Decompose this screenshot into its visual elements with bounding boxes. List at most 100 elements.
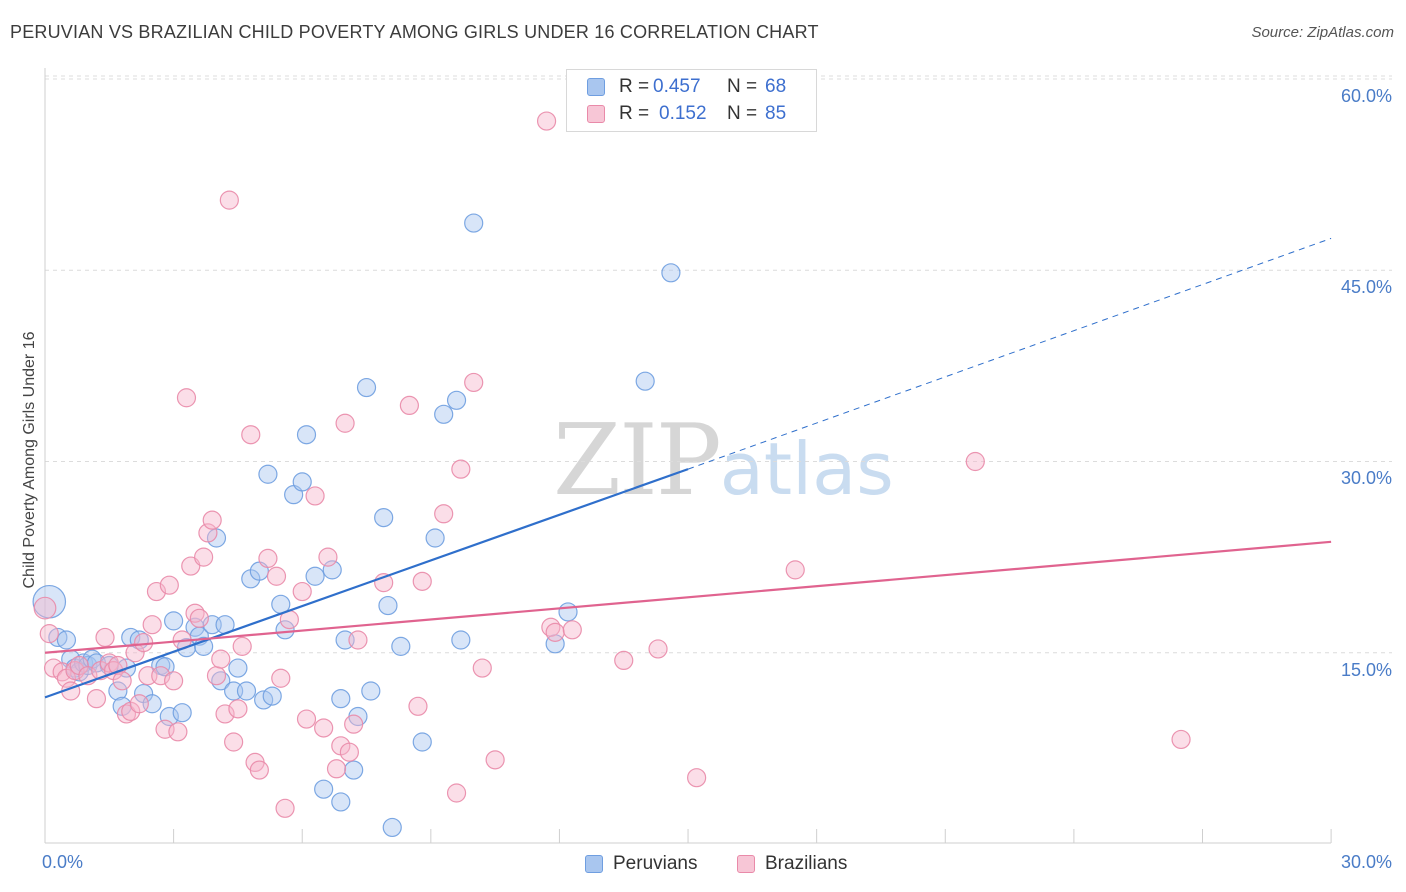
brazilians-points — [33, 111, 1191, 818]
legend-n-label: N = — [727, 103, 758, 124]
y-tick-45: 45.0% — [1340, 277, 1392, 297]
brazilians-point — [614, 650, 634, 671]
brazilians-point — [176, 388, 197, 408]
brazilians-point — [224, 732, 244, 752]
brazilians-point — [648, 639, 668, 659]
peruvians-point — [258, 464, 278, 484]
brazilians-point — [408, 696, 428, 716]
brazilians-point — [472, 658, 492, 678]
brazilians-point — [687, 768, 707, 788]
brazilians-point — [168, 722, 188, 742]
x-tick-30: 30.0% — [1340, 852, 1392, 872]
brazilians-point — [202, 510, 222, 530]
peruvians-points — [32, 213, 681, 838]
brazilians-point — [339, 742, 359, 762]
brazilians-point — [545, 622, 565, 642]
peruvians-point — [322, 560, 342, 580]
brazilians-point — [159, 575, 179, 595]
legend-r-label: R = — [619, 76, 650, 97]
peruvians-point — [361, 681, 381, 701]
peruvians-point — [356, 377, 377, 398]
x-tick-0: 0.0% — [42, 852, 84, 872]
brazilians-point — [296, 709, 317, 729]
peruvians-point — [344, 760, 364, 780]
peruvians-point — [451, 630, 471, 650]
brazilians-swatch — [587, 105, 605, 123]
peruvians-point — [228, 658, 248, 678]
peruvians-point — [56, 630, 77, 650]
brazilians-point — [164, 671, 184, 691]
legend-item-peruvians: Peruvians — [585, 852, 698, 876]
peruvians-point — [172, 703, 192, 723]
peruvians-point — [558, 602, 578, 622]
y-tick-30: 30.0% — [1340, 468, 1392, 488]
peruvians-point — [378, 595, 398, 616]
legend-row-peruvians: R = 0.457 N = 68 — [587, 75, 786, 99]
brazilians-point — [1171, 729, 1191, 750]
brazilians-point — [464, 372, 484, 393]
legend-n-value: 85 — [765, 103, 787, 124]
brazilians-point — [189, 608, 209, 628]
brazilians-point — [249, 760, 269, 780]
peruvians-point — [108, 681, 128, 701]
brazilians-legend-swatch — [737, 855, 755, 873]
peruvians-point — [164, 611, 184, 631]
brazilians-point — [232, 636, 252, 656]
peruvians-point — [159, 706, 179, 727]
brazilians-point — [344, 714, 364, 734]
brazilians-point — [206, 666, 227, 686]
brazilians-point — [129, 694, 149, 714]
peruvians-trend-line — [44, 468, 689, 699]
brazilians-point — [434, 504, 454, 524]
legend-stats: R = 0.457 N = 68 R = 0.152 N = 85 — [566, 69, 817, 132]
peruvians-legend-swatch — [585, 855, 603, 873]
peruvians-point — [331, 689, 351, 709]
peruvians-point — [661, 263, 681, 283]
brazilians-point — [258, 548, 278, 569]
brazilians-point — [275, 798, 295, 818]
brazilians-point — [318, 547, 338, 567]
peruvians-point — [464, 213, 484, 233]
peruvians-point — [305, 566, 325, 586]
gridlines — [45, 75, 1392, 654]
brazilians-point — [485, 750, 505, 770]
brazilians-point — [241, 425, 261, 445]
legend-n-value: 68 — [765, 76, 787, 97]
peruvians-trend-extension — [687, 237, 1332, 470]
brazilians-point — [271, 668, 291, 688]
peruvians-point — [446, 390, 467, 410]
brazilians-legend-label: Brazilians — [765, 853, 848, 874]
brazilians-point — [785, 560, 805, 580]
brazilians-point — [562, 620, 582, 640]
peruvians-point — [314, 779, 334, 799]
brazilians-point — [305, 486, 325, 506]
peruvians-point — [262, 686, 282, 706]
peruvians-point — [434, 404, 454, 424]
peruvians-point — [275, 620, 295, 640]
peruvians-legend-label: Peruvians — [613, 853, 698, 874]
peruvians-swatch — [587, 78, 605, 96]
y-tick-60: 60.0% — [1340, 86, 1392, 106]
legend-r-label: R = — [619, 103, 650, 124]
brazilians-trend-line — [44, 540, 1332, 654]
brazilians-point — [412, 571, 432, 591]
brazilians-point — [215, 704, 235, 724]
brazilians-point — [451, 459, 471, 479]
legend-n-label: N = — [727, 76, 758, 97]
chart-title: PERUVIAN VS BRAZILIAN CHILD POVERTY AMON… — [10, 22, 819, 42]
peruvians-point — [236, 681, 257, 701]
peruvians-point — [374, 507, 394, 528]
brazilians-point — [142, 615, 162, 635]
brazilians-point — [112, 671, 132, 691]
brazilians-point — [194, 547, 214, 567]
brazilians-point — [335, 413, 355, 433]
peruvians-point — [296, 425, 317, 445]
trend-lines — [44, 237, 1332, 699]
peruvians-point — [155, 657, 175, 677]
brazilians-point — [95, 627, 115, 648]
peruvians-point — [382, 817, 402, 838]
brazilians-point — [292, 581, 312, 602]
brazilians-point — [266, 566, 287, 586]
peruvians-point — [391, 636, 411, 656]
